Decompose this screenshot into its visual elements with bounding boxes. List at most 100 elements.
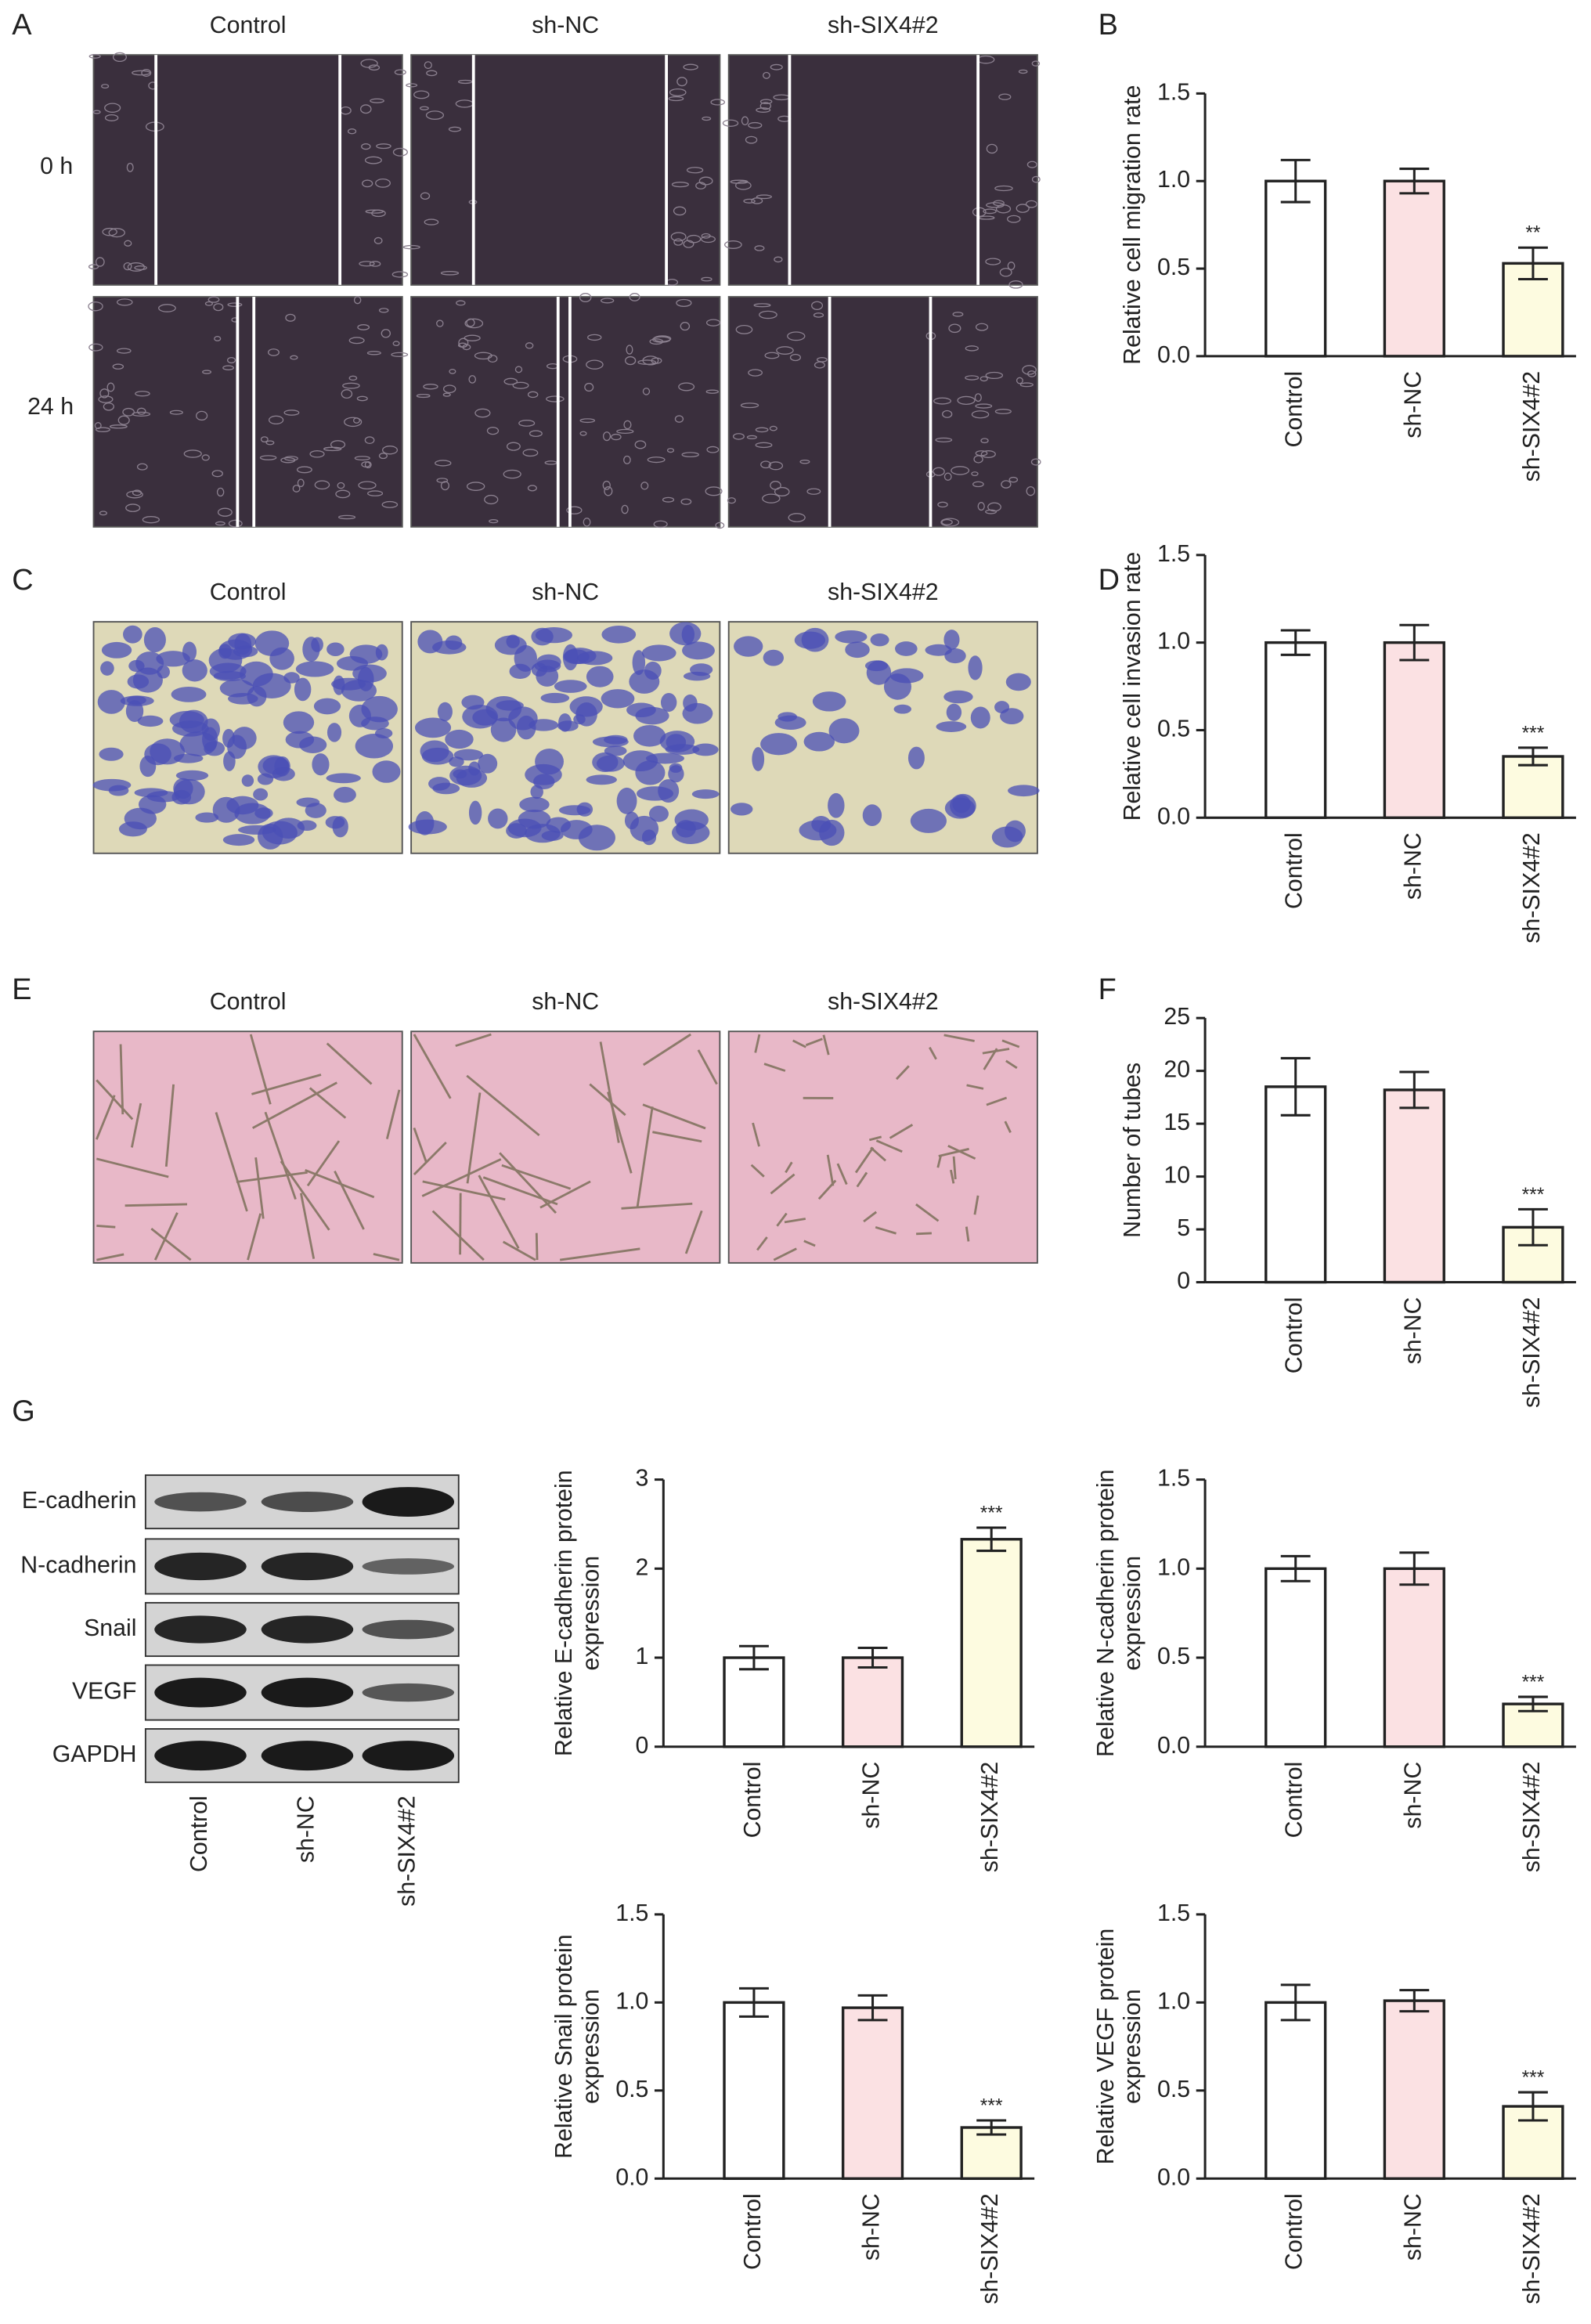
tube	[875, 1139, 903, 1153]
cell	[292, 485, 301, 493]
y-axis-label: expression	[578, 1989, 604, 2104]
cell	[579, 431, 587, 436]
tube	[973, 1195, 979, 1215]
bar	[1383, 1567, 1445, 1748]
stained-cell	[952, 795, 971, 814]
cell	[109, 424, 128, 429]
cell	[676, 298, 692, 307]
cell	[788, 513, 806, 522]
cell	[948, 323, 961, 334]
blot-band	[362, 1741, 455, 1771]
cell	[353, 296, 362, 305]
bar	[841, 1656, 904, 1748]
cell	[1030, 458, 1041, 466]
stained-cell	[101, 641, 132, 659]
tube	[697, 1049, 718, 1085]
cell	[424, 61, 432, 70]
stained-cell	[633, 725, 666, 747]
blot-band	[261, 1677, 354, 1708]
cell	[108, 228, 125, 238]
error-bar	[976, 1526, 1007, 1553]
y-tick-label: 0.5	[1157, 2077, 1190, 2102]
y-tick-label: 1.5	[1157, 541, 1190, 567]
tube	[936, 1155, 942, 1168]
panel-label: C	[12, 564, 33, 597]
tube	[459, 1193, 462, 1255]
bar	[841, 2006, 904, 2180]
cell	[88, 343, 103, 352]
cell	[522, 449, 539, 457]
cell	[464, 334, 481, 342]
significance-label: ***	[1522, 1672, 1545, 1693]
cell	[579, 293, 592, 303]
stained-cell	[691, 789, 720, 799]
y-tick-label: 0.5	[1157, 254, 1190, 280]
tube	[280, 1160, 330, 1231]
stained-cell	[586, 666, 614, 687]
stained-cell	[171, 720, 209, 737]
y-tick-label: 25	[1163, 1004, 1190, 1030]
cell	[741, 116, 749, 126]
stained-cell	[223, 751, 236, 771]
tube	[982, 1048, 1010, 1055]
cell	[512, 381, 529, 389]
tube	[754, 1034, 761, 1053]
cell	[1019, 382, 1034, 388]
cell	[136, 463, 148, 471]
y-tick-label: 1.0	[1157, 1554, 1190, 1580]
tube	[502, 1240, 536, 1261]
stained-cell	[146, 791, 181, 803]
cell	[348, 375, 358, 381]
y-axis-label: Number of tubes	[1120, 1063, 1145, 1238]
cell	[586, 359, 604, 370]
cell	[487, 354, 498, 363]
cell	[980, 450, 996, 459]
tube	[792, 1039, 806, 1048]
blot-band	[362, 1619, 455, 1640]
bar	[723, 2001, 785, 2180]
cell	[215, 521, 225, 526]
cell	[514, 366, 523, 374]
cell	[673, 206, 687, 216]
cell	[647, 456, 666, 464]
cell	[629, 293, 640, 301]
cell	[127, 262, 146, 272]
tube	[413, 1142, 447, 1175]
cell	[814, 361, 825, 369]
cell	[364, 460, 372, 469]
cell	[436, 478, 449, 483]
cell	[381, 500, 399, 508]
cell	[642, 355, 659, 366]
significance-label: ***	[1522, 2068, 1545, 2089]
wound-image	[727, 54, 1038, 286]
stained-cell	[326, 723, 342, 742]
tube	[805, 1038, 823, 1047]
stained-cell	[108, 785, 129, 796]
stained-cell	[234, 803, 271, 825]
tube	[164, 1084, 175, 1167]
cell	[394, 69, 406, 75]
stained-cell	[262, 756, 290, 775]
cell	[706, 446, 720, 453]
cell	[987, 502, 1001, 512]
cell	[132, 70, 151, 76]
stained-cell	[175, 770, 209, 781]
cell	[774, 256, 783, 263]
tube	[915, 1203, 940, 1222]
cell	[972, 481, 984, 488]
significance-label: ***	[1522, 723, 1545, 744]
cell	[228, 519, 243, 528]
stained-cell	[326, 773, 361, 784]
cell	[457, 79, 473, 85]
stained-cell	[968, 655, 983, 680]
cell	[99, 388, 110, 399]
wound-image	[410, 296, 721, 528]
x-tick-label: Control	[1282, 1297, 1308, 1373]
cell	[756, 107, 771, 113]
error-bar	[1280, 1983, 1311, 2022]
tube	[836, 1163, 848, 1185]
cell	[799, 460, 810, 464]
blot-band	[362, 1558, 455, 1575]
cell	[756, 194, 772, 200]
error-bar	[857, 1646, 888, 1669]
